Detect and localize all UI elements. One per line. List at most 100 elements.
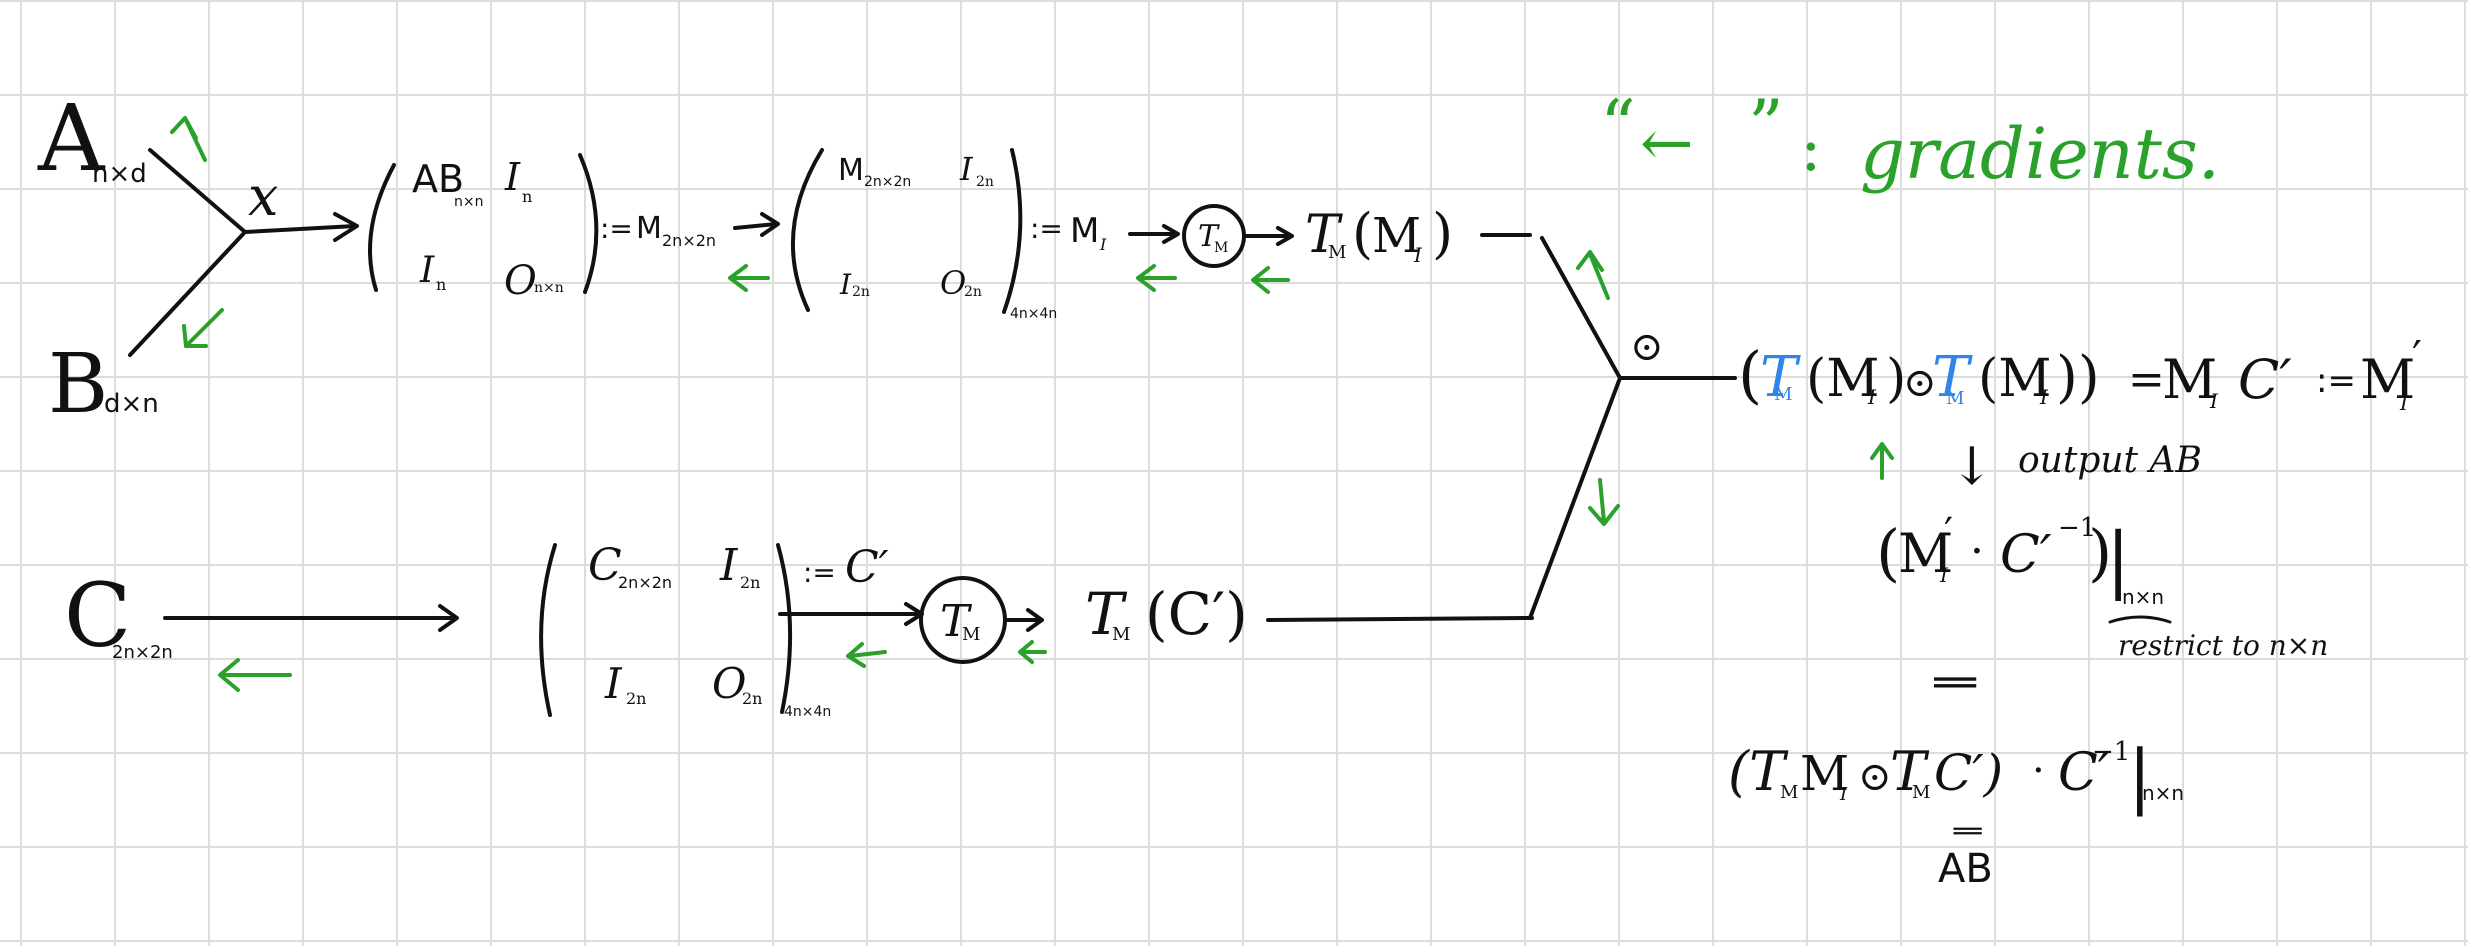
matrix-1-bl: I xyxy=(419,250,435,291)
result-close1: ) xyxy=(1886,349,1906,409)
result-m1: (M xyxy=(1806,349,1880,409)
output-section: ↓ output AB xyxy=(1870,437,2202,497)
final-ab: AB xyxy=(1938,846,1993,892)
tm-output-top: T M ( M I ) xyxy=(1305,202,1532,267)
matrix-3-tr-sub: 2n xyxy=(740,573,760,592)
result-rhs-m: M xyxy=(2162,348,2217,411)
result-rhs2-prime: ′ xyxy=(2412,332,2422,383)
legend-label: gradients. xyxy=(1860,113,2220,195)
def-2-name-sub: I xyxy=(1099,235,1107,254)
matrix-2-tr: I xyxy=(959,150,974,188)
legend-quote-open: “ xyxy=(1600,85,1636,167)
tm-bot-t: T xyxy=(1085,580,1128,648)
result-t2-sub: M xyxy=(1946,388,1964,409)
definition-3: := C′ xyxy=(803,542,889,593)
input-a-sub: n×d xyxy=(92,159,147,189)
gradient-arrows-ab xyxy=(170,116,224,348)
c-arrow xyxy=(163,604,459,632)
matrix-2-outer-sub: 4n×4n xyxy=(1010,306,1057,322)
matrix-3-bl: I xyxy=(604,659,623,708)
tm-bot-t-sub: M xyxy=(1112,624,1130,645)
def-3-name: C′ xyxy=(845,542,889,593)
matrix-1-br-sub: n×n xyxy=(534,280,564,296)
restrict-expression: ( M I ′ · C′ −1 ) | n×n restrict to n×n xyxy=(1876,510,2328,662)
tm-operator-bottom: T M xyxy=(778,576,1047,668)
definition-2: := M I xyxy=(1030,211,1107,254)
equals-sign-1: ‖ xyxy=(1934,672,1983,693)
definition-1: := M 2n×2n xyxy=(600,211,780,292)
result-m2-sub: I xyxy=(2039,385,2049,409)
legend: “ ← ” : gradients. xyxy=(1600,85,2220,195)
matrix-1-br: O xyxy=(504,258,537,304)
matrix-2-br-sub: 2n xyxy=(964,284,982,300)
restrict-m-sub: I xyxy=(1939,563,1949,587)
c-gradient-arrow xyxy=(218,658,292,692)
result-m1-sub: I xyxy=(1867,385,1877,409)
expanded-c2: C′ xyxy=(2058,743,2110,803)
result-dot: ⊙ xyxy=(1903,360,1937,406)
matrix-3-br: O xyxy=(712,659,746,708)
equals-sign-2: ‖ xyxy=(1953,824,1986,838)
matrix-3: C 2n×2n I 2n I 2n O 2n 4n×4n xyxy=(539,540,831,720)
tm-op-bot-sub: M xyxy=(962,624,980,645)
legend-colon: : xyxy=(1800,112,1822,186)
expanded-m: M xyxy=(1800,746,1849,802)
matrix-2-tl: M xyxy=(838,153,864,188)
matrix-1-tr-sub: n xyxy=(522,187,532,206)
def-2-name: M xyxy=(1070,211,1099,251)
restrict-bar: | xyxy=(2106,517,2130,601)
multiply-symbol: x xyxy=(248,165,278,228)
result-rhs2: M xyxy=(2360,348,2415,411)
def-2-assign: := xyxy=(1030,212,1063,245)
expanded-t-sub: M xyxy=(1780,782,1798,803)
result-t1-sub: M xyxy=(1774,384,1792,405)
matrix-1-bl-sub: n xyxy=(436,275,446,294)
input-b-sub: d×n xyxy=(104,389,159,419)
result-rhs-m-sub: I xyxy=(2209,389,2219,413)
matrix-2-tl-sub: 2n×2n xyxy=(864,174,911,190)
result-m2: (M xyxy=(1978,349,2052,409)
matrix-3-tl-sub: 2n×2n xyxy=(618,573,672,592)
legend-arrow-glyph: ← xyxy=(1640,107,1694,181)
restrict-m: M xyxy=(1898,522,1953,585)
tm-top-arg: M xyxy=(1372,208,1421,264)
matrix-1-tl: AB xyxy=(412,157,464,201)
matrix-1: AB n×n I n I n O n×n xyxy=(368,153,599,304)
expanded-text: (T xyxy=(1728,740,1789,803)
def-1-name-sub: 2n×2n xyxy=(662,231,716,250)
result-expression: ( T M (M I ) ⊙ T M (M I )) = M I C′ := M… xyxy=(1738,332,2422,415)
matrix-2: M 2n×2n I 2n I 2n O 2n 4n×4n xyxy=(790,148,1057,322)
matrix-3-bl-sub: 2n xyxy=(626,689,646,708)
tm-top-open: ( xyxy=(1352,202,1373,265)
odot-symbol: ⊙ xyxy=(1630,324,1664,370)
def-1-assign: := xyxy=(600,212,633,245)
odot-merge-node: ⊙ xyxy=(1528,236,1737,620)
restrict-m-prime: ′ xyxy=(1944,510,1953,556)
expanded-bar: | xyxy=(2128,735,2152,817)
expanded-dot2: · xyxy=(2032,748,2045,794)
def-3-assign: := xyxy=(803,556,836,589)
matrix-3-br-sub: 2n xyxy=(742,689,762,708)
matrix-2-bl: I xyxy=(839,268,852,301)
input-a-letter: A xyxy=(37,85,106,192)
input-c-sub: 2n×2n xyxy=(112,642,173,663)
tm-top-t: T xyxy=(1305,205,1343,265)
tm-top-t-sub: M xyxy=(1328,242,1346,263)
expanded-t2-sub: M xyxy=(1912,782,1930,803)
multiply-node: x xyxy=(128,148,359,357)
def-1-name: M xyxy=(636,211,662,246)
restrict-dot: · xyxy=(1970,526,1984,577)
matrix-1-tl-sub: n×n xyxy=(454,194,483,210)
legend-quote-close: ” xyxy=(1748,85,1784,167)
expanded-m-sub: I xyxy=(1839,784,1848,805)
tm-top-close: ) xyxy=(1432,202,1453,265)
matrix-3-tl: C xyxy=(588,540,622,591)
matrix-1-tr: I xyxy=(504,155,521,199)
expanded-expression: (T M M I ⊙ T M C′) · C′ −1 | n×n xyxy=(1728,735,2184,817)
result-eq: = xyxy=(2128,354,2165,405)
result-t1: T xyxy=(1760,345,1801,410)
restrict-open: ( xyxy=(1876,516,1900,589)
tm-bot-text: (C′) xyxy=(1145,580,1248,648)
output-label: output AB xyxy=(2018,440,2202,481)
matrix-3-tr: I xyxy=(719,540,739,591)
